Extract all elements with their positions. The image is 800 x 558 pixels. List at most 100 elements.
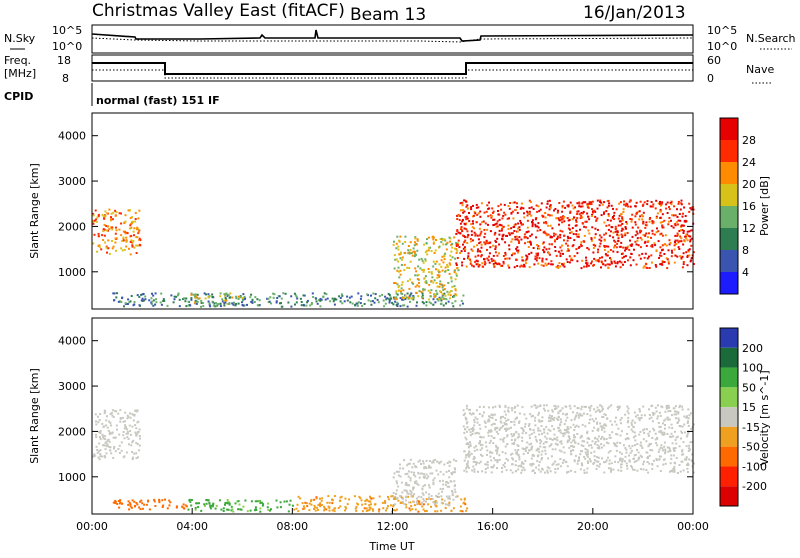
- echo-cell: [106, 415, 108, 418]
- echo-cell: [538, 411, 540, 414]
- echo-cell: [256, 298, 259, 301]
- echo-cell: [603, 461, 606, 464]
- echo-cell: [158, 499, 161, 502]
- echo-cell: [478, 432, 481, 435]
- echo-cell: [490, 215, 493, 218]
- echo-cell: [392, 491, 395, 494]
- echo-cell: [682, 453, 685, 456]
- echo-cell: [535, 204, 538, 207]
- echo-cell: [639, 430, 642, 433]
- echo-cell: [187, 300, 190, 303]
- echo-cell: [128, 227, 131, 230]
- echo-cell: [422, 270, 425, 273]
- echo-cell: [581, 202, 584, 205]
- echo-cell: [682, 224, 685, 227]
- echo-cell: [673, 241, 676, 244]
- echo-cell: [402, 304, 404, 307]
- echo-cell: [537, 468, 540, 471]
- echo-cell: [585, 220, 588, 223]
- echo-cell: [415, 243, 418, 246]
- echo-cell: [194, 296, 197, 299]
- echo-cell: [642, 215, 644, 218]
- echo-cell: [578, 456, 581, 459]
- echo-cell: [407, 475, 410, 478]
- echo-cell: [677, 411, 680, 414]
- echo-cell: [136, 410, 138, 413]
- echo-cell: [121, 416, 124, 419]
- echo-cell: [127, 415, 130, 418]
- echo-cell: [348, 498, 351, 501]
- echo-cell: [568, 218, 571, 221]
- echo-cell: [576, 412, 579, 414]
- echo-cell: [466, 426, 469, 429]
- echo-cell: [630, 421, 633, 424]
- echo-cell: [133, 301, 136, 303]
- echo-cell: [290, 305, 293, 308]
- echo-cell: [566, 465, 569, 468]
- echo-cell: [116, 503, 119, 505]
- echo-cell: [591, 208, 593, 211]
- echo-cell: [190, 504, 193, 507]
- echo-cell: [650, 416, 653, 419]
- echo-cell: [525, 254, 528, 257]
- echo-cell: [194, 506, 197, 509]
- echo-cell: [660, 232, 663, 235]
- echo-cell: [391, 301, 394, 304]
- echo-cell: [358, 495, 361, 498]
- echo-cell: [601, 457, 604, 460]
- echo-cell: [651, 404, 654, 407]
- echo-cell: [536, 210, 539, 213]
- echo-cell: [669, 202, 672, 204]
- echo-cell: [397, 266, 400, 269]
- echo-cell: [596, 438, 599, 441]
- echo-cell: [118, 444, 121, 447]
- echo-cell: [687, 447, 690, 450]
- echo-cell: [92, 455, 95, 458]
- echo-cell: [187, 304, 190, 307]
- echo-cell: [131, 245, 134, 248]
- echo-cell: [670, 423, 673, 426]
- echo-cell: [436, 460, 439, 463]
- echo-cell: [433, 293, 436, 296]
- echo-cell: [545, 264, 548, 267]
- echo-cell: [582, 210, 585, 213]
- echo-cell: [451, 494, 454, 497]
- echo-cell: [690, 259, 693, 262]
- echo-cell: [476, 260, 479, 263]
- echo-cell: [431, 461, 434, 464]
- echo-cell: [95, 218, 97, 221]
- echo-cell: [626, 464, 628, 467]
- echo-cell: [481, 443, 484, 446]
- echo-cell: [136, 421, 139, 424]
- echo-cell: [463, 257, 466, 260]
- power-colorbar-tick: 12: [742, 222, 756, 235]
- echo-cell: [448, 503, 451, 506]
- echo-cell: [646, 200, 649, 203]
- echo-cell: [421, 492, 424, 495]
- echo-cell: [676, 232, 679, 235]
- echo-cell: [429, 498, 432, 501]
- echo-cell: [132, 419, 135, 422]
- echo-cell: [566, 261, 569, 263]
- echo-cell: [655, 231, 658, 234]
- echo-cell: [354, 303, 357, 306]
- echo-cell: [412, 250, 415, 253]
- echo-cell: [690, 229, 693, 232]
- echo-cell: [189, 304, 192, 307]
- echo-cell: [577, 460, 579, 463]
- echo-cell: [480, 436, 483, 439]
- echo-cell: [602, 416, 605, 419]
- echo-cell: [226, 502, 229, 505]
- echo-cell: [204, 504, 206, 507]
- echo-cell: [133, 246, 136, 249]
- echo-cell: [601, 426, 604, 429]
- echo-cell: [668, 206, 670, 208]
- echo-cell: [562, 412, 565, 415]
- echo-cell: [409, 252, 411, 255]
- echo-cell: [636, 443, 639, 445]
- echo-cell: [266, 506, 269, 509]
- echo-cell: [691, 206, 694, 209]
- power-colorbar-segment: [720, 162, 738, 184]
- echo-cell: [557, 209, 559, 212]
- echo-cell: [570, 259, 573, 262]
